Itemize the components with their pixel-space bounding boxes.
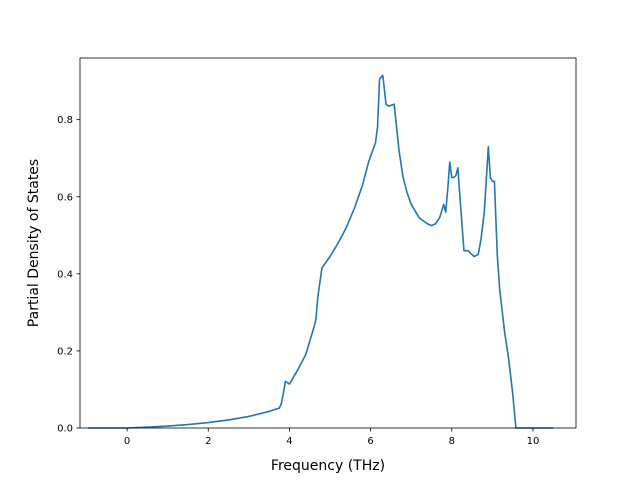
pdos-series-line: [88, 74, 554, 429]
x-tick-label: 8: [449, 436, 455, 447]
y-axis-ticks: 0.0 0.2 0.4 0.6 0.8: [57, 115, 80, 435]
y-tick-label: 0.8: [57, 115, 73, 126]
x-tick-label: 10: [527, 436, 540, 447]
plot-line-group: [88, 74, 554, 429]
plot-area-frame: [79, 57, 577, 429]
y-tick-label: 0.4: [57, 269, 73, 280]
x-axis-label: Frequency (THz): [271, 458, 385, 474]
y-tick-label: 0.6: [57, 192, 73, 203]
x-tick-label: 6: [367, 436, 373, 447]
x-axis-ticks: 0 2 4 6 8 10: [124, 428, 539, 447]
y-tick-label: 0.0: [57, 424, 73, 435]
y-axis-label: Partial Density of States: [26, 159, 42, 327]
x-tick-label: 2: [205, 436, 211, 447]
y-tick-label: 0.2: [57, 346, 73, 357]
x-tick-label: 0: [124, 436, 130, 447]
x-tick-label: 4: [286, 436, 292, 447]
